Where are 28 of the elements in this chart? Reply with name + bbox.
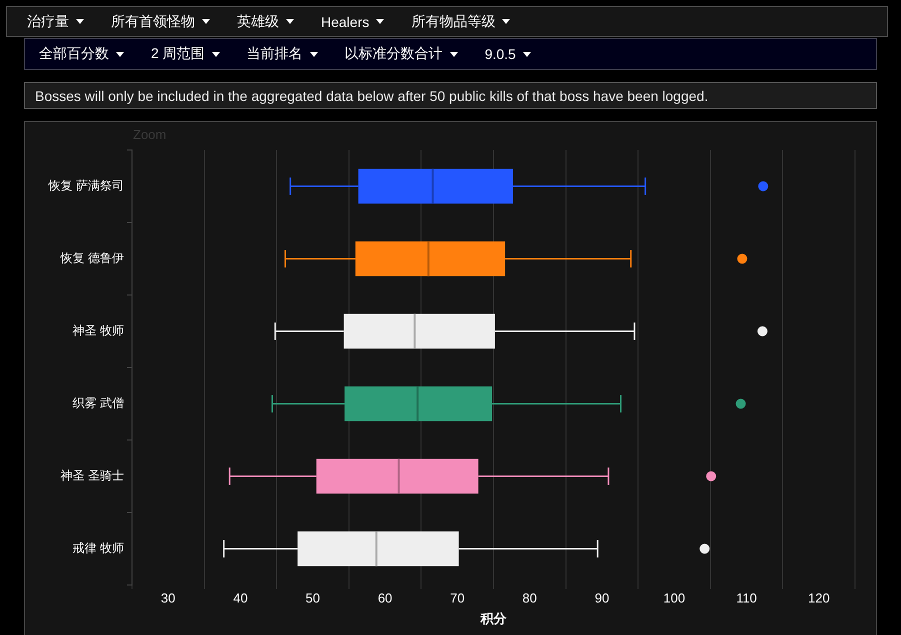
text: 9.0.5 — [484, 46, 516, 62]
y-tick-label: 恢复 德鲁伊 — [60, 251, 124, 266]
text: 以标准分数合计 — [344, 45, 443, 63]
x-tick-label: 110 — [736, 590, 757, 606]
x-tick-label: 80 — [522, 590, 537, 606]
text: Healers — [321, 14, 370, 30]
text: 治疗量 — [27, 12, 69, 30]
x-axis-title: 积分 — [480, 610, 508, 626]
text: 英雄级 — [237, 12, 279, 30]
x-tick-label: 50 — [306, 590, 320, 606]
x-tick-label: 30 — [160, 590, 176, 606]
x-tick-label: 60 — [378, 590, 392, 606]
x-tick-label: 90 — [594, 590, 610, 606]
text: 当前排名 — [246, 45, 303, 63]
y-tick-label: 恢复 萨满祭司 — [48, 178, 124, 193]
y-tick-label: 神圣 圣骑士 — [60, 468, 124, 483]
x-tick-label: 40 — [233, 590, 248, 606]
text: 所有首领怪物 — [111, 12, 195, 30]
text: Bosses will only be included in the aggregated data below after 50 public kills of that boss have been logged. — [35, 88, 708, 104]
x-tick-label: 120 — [808, 590, 830, 606]
y-tick-label: 神圣 牧师 — [72, 324, 124, 338]
y-tick-label: 戒律 牧师 — [72, 541, 124, 556]
y-tick-label: 织雾 武僧 — [72, 396, 124, 410]
text: 所有物品等级 — [411, 12, 496, 30]
text: 全部百分数 — [39, 45, 109, 63]
text: 2 周范围 — [151, 45, 205, 63]
x-tick-label: 100 — [663, 590, 686, 606]
x-tick-label: 70 — [450, 590, 465, 606]
